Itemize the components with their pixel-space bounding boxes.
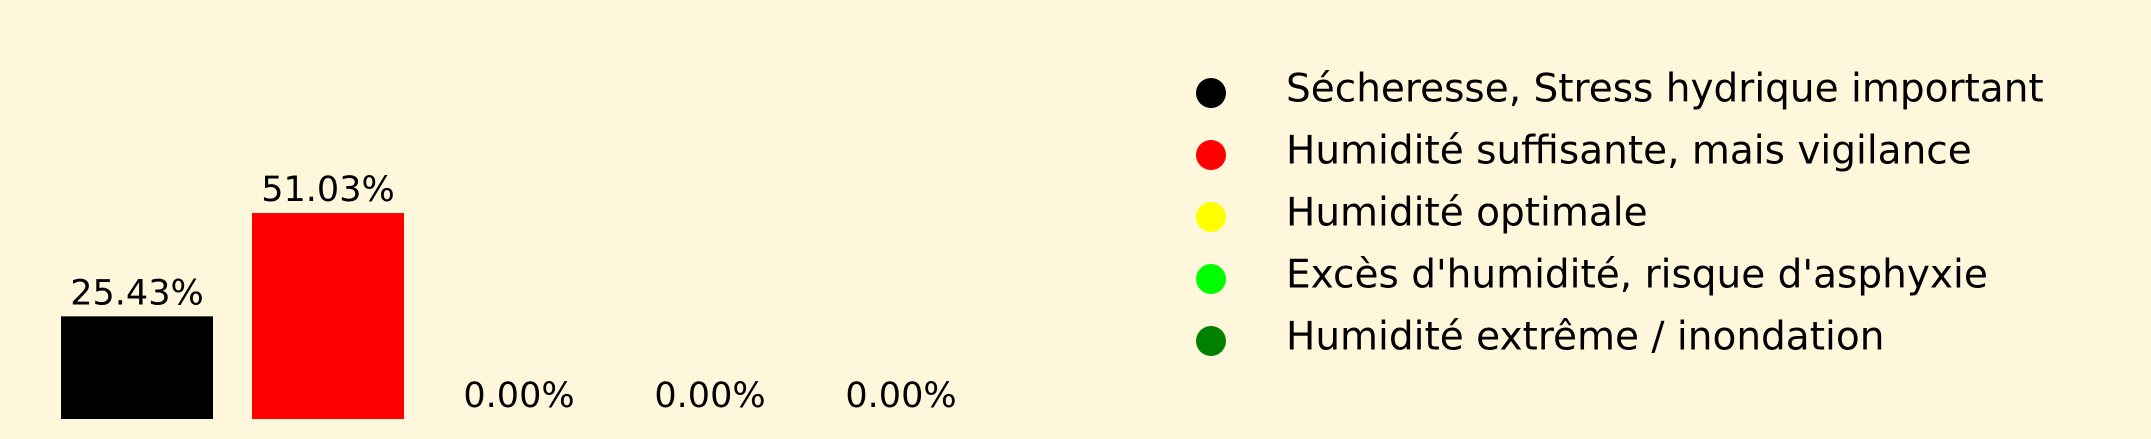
bar-value-label-3: 0.00% xyxy=(463,376,574,416)
legend-marker-1 xyxy=(1196,78,1226,108)
legend-marker-3 xyxy=(1196,202,1226,232)
legend-label-1: Sécheresse, Stress hydrique important xyxy=(1286,67,2044,112)
bar-value-label-5: 0.00% xyxy=(845,376,956,416)
bar-1 xyxy=(61,316,213,419)
bar-value-label-4: 0.00% xyxy=(654,376,765,416)
legend-marker-5 xyxy=(1196,326,1226,356)
legend-label-2: Humidité suffisante, mais vigilance xyxy=(1286,129,1972,174)
value-labels-layer: 25.43% 51.03% 0.00% 0.00% 0.00% xyxy=(70,170,956,416)
bar-2 xyxy=(252,213,404,419)
bar-value-label-2: 51.03% xyxy=(261,170,394,210)
legend-label-4: Excès d'humidité, risque d'asphyxie xyxy=(1286,253,1988,298)
legend: Sécheresse, Stress hydrique important Hum… xyxy=(1196,67,2044,360)
legend-marker-2 xyxy=(1196,140,1226,170)
legend-label-3: Humidité optimale xyxy=(1286,191,1648,236)
bars-layer xyxy=(61,213,404,419)
legend-marker-4 xyxy=(1196,264,1226,294)
bar-value-label-1: 25.43% xyxy=(70,273,203,313)
legend-label-5: Humidité extrême / inondation xyxy=(1286,315,1884,360)
